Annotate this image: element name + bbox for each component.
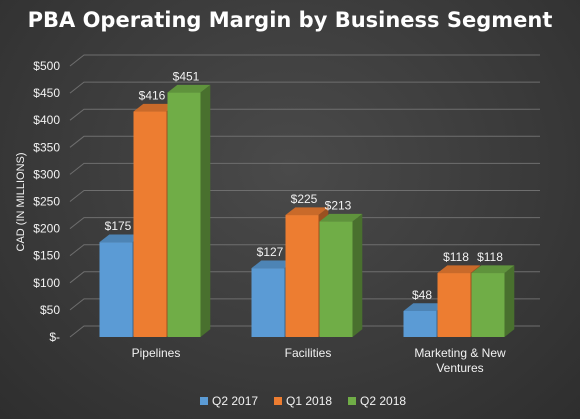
legend-label: Q2 2018: [360, 394, 406, 408]
bar-side: [504, 265, 515, 337]
bar-top: [285, 207, 329, 216]
legend-label: Q1 2018: [286, 394, 332, 408]
data-label: $416: [139, 89, 166, 103]
data-label: $118: [477, 250, 503, 264]
y-tick-label: $300: [33, 167, 60, 181]
bar-top: [251, 260, 295, 269]
legend-swatch: [274, 397, 282, 405]
y-tick-label: $100: [33, 276, 60, 290]
y-tick-label: $500: [33, 59, 60, 73]
bar: [167, 84, 211, 337]
legend-label: Q2 2017: [212, 394, 258, 408]
legend: Q2 2017 Q1 2018 Q2 2018: [200, 394, 406, 408]
data-label: $118: [443, 250, 469, 264]
legend-item: Q1 2018: [274, 394, 332, 408]
data-label: $451: [173, 70, 200, 84]
bar: [319, 213, 363, 337]
bar-top: [437, 265, 481, 274]
bar-front: [285, 215, 319, 337]
bar-front: [99, 242, 133, 337]
bar-front: [471, 273, 505, 337]
bar-front: [437, 273, 471, 337]
y-tick-label: $450: [33, 86, 60, 100]
bar: [403, 303, 447, 337]
y-tick-label: $400: [33, 113, 60, 127]
category-label: Ventures: [436, 361, 483, 375]
bar-front: [251, 268, 285, 337]
y-tick-label: $250: [33, 195, 60, 209]
y-axis-ticks: $- $50 $100 $150 $200 $250 $300 $350 $400 $450 $50…: [33, 59, 60, 344]
bar-top: [99, 234, 143, 243]
data-label: $48: [412, 288, 432, 302]
legend-swatch: [348, 397, 356, 405]
y-tick-label: $-: [49, 330, 60, 344]
gridline: [69, 298, 540, 311]
gridline: [69, 108, 540, 121]
bar-top: [319, 213, 363, 222]
y-tick-label: $150: [33, 249, 60, 263]
data-labels: $175 $416 $451 $127 $225 $213 $48 $118 $118: [105, 70, 504, 302]
gridline: [69, 271, 540, 284]
data-label: $175: [105, 219, 132, 233]
chart-title: PBA Operating Margin by Business Segment: [27, 8, 553, 32]
y-axis-title: CAD (IN MILLIONS): [15, 152, 27, 251]
data-label: $127: [257, 245, 284, 259]
category-label: Facilities: [285, 346, 332, 360]
gridline: [69, 325, 540, 338]
bar-side: [200, 84, 211, 337]
bar-top: [471, 265, 515, 274]
y-tick-label: $200: [33, 222, 60, 236]
bar-top: [403, 303, 447, 311]
category-labels: Pipelines Facilities Marketing & NewVentur…: [132, 346, 506, 375]
gridline: [69, 190, 540, 202]
bar-front: [167, 92, 201, 337]
data-label: $213: [325, 199, 352, 213]
bar: [471, 265, 515, 337]
legend-swatch: [200, 397, 208, 405]
data-label: $225: [291, 192, 318, 206]
bar-front: [403, 310, 437, 337]
bar-top: [167, 84, 211, 93]
category-label: Pipelines: [132, 346, 181, 360]
y-tick-label: $350: [33, 140, 60, 154]
gridlines: [69, 54, 540, 338]
gridline: [69, 244, 540, 257]
bars: [99, 84, 515, 337]
legend-item: Q2 2017: [200, 394, 258, 408]
bar-front: [319, 221, 353, 337]
gridline: [69, 135, 540, 148]
y-tick-label: $50: [40, 303, 60, 317]
gridline: [69, 162, 540, 175]
bar-top: [133, 103, 177, 112]
gridline: [69, 217, 540, 229]
category-label: Marketing & New: [414, 346, 506, 360]
gridline: [69, 81, 540, 94]
legend-item: Q2 2018: [348, 394, 406, 408]
bar-side: [352, 213, 363, 337]
bar-front: [133, 111, 167, 337]
gridline: [69, 54, 540, 67]
